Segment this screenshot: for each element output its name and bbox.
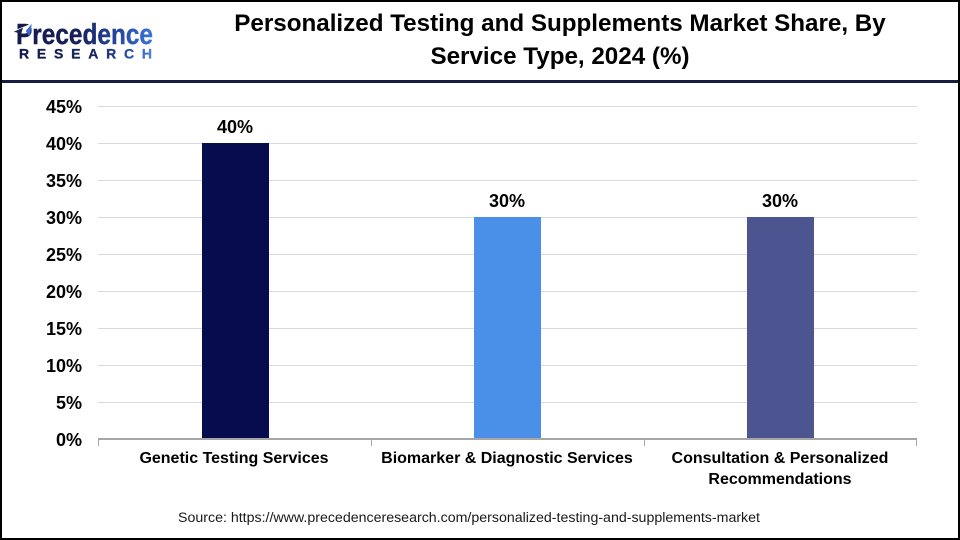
svg-text:RESEARCH: RESEARCH	[19, 45, 160, 61]
svg-text:Precedence: Precedence	[16, 19, 153, 51]
